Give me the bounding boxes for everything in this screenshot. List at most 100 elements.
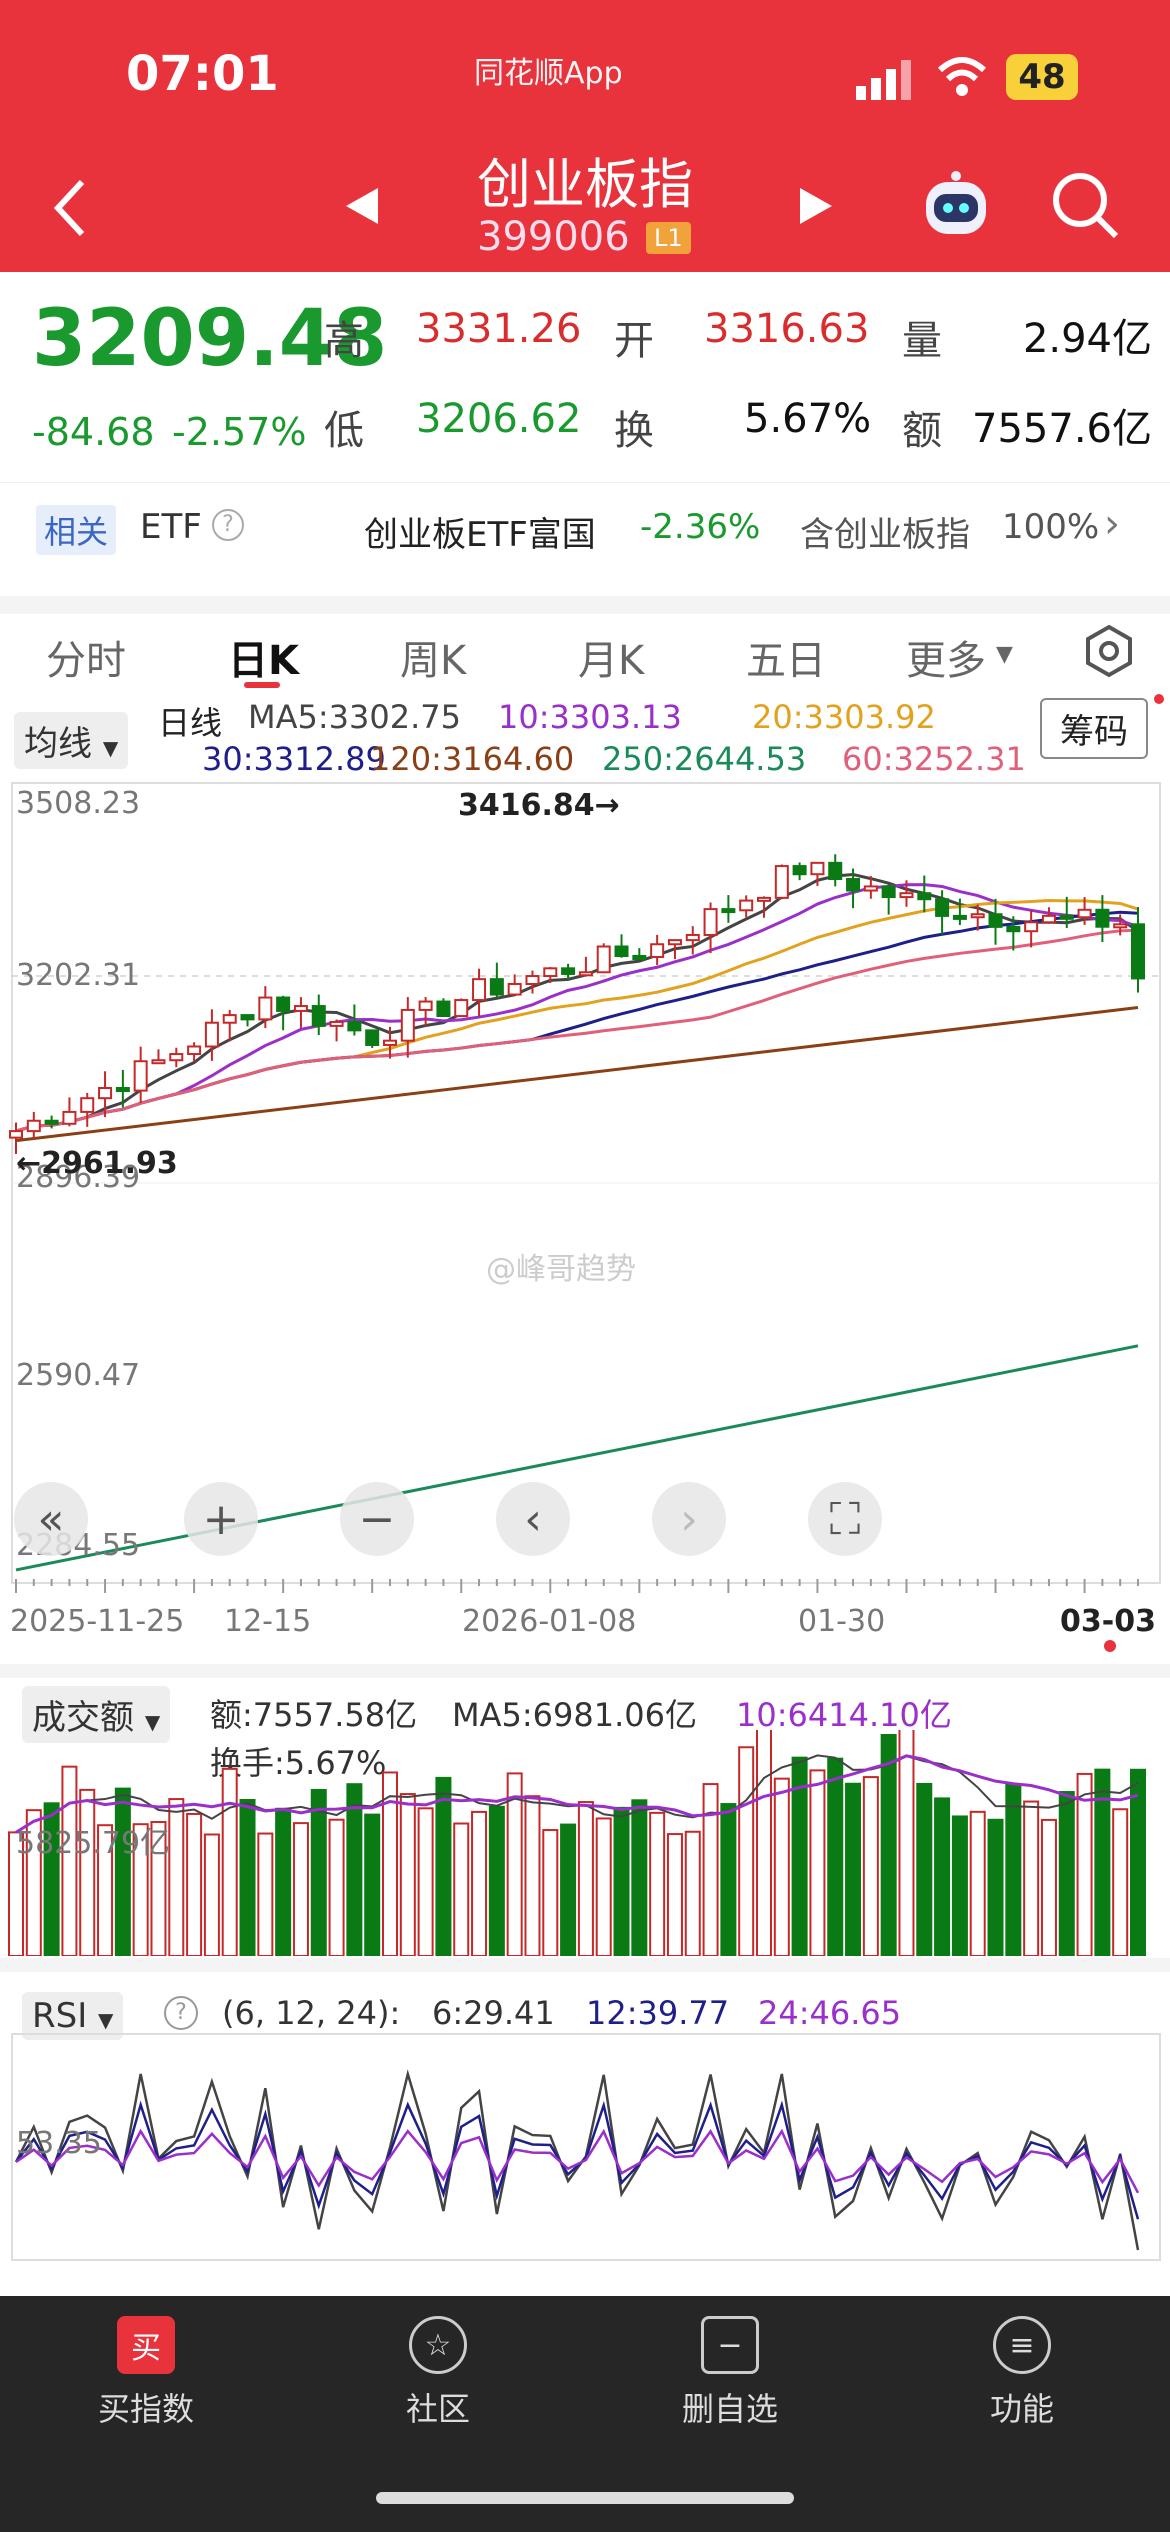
volume-turnover: 换手:5.67% (210, 1744, 387, 1782)
x-label-0: 2025-11-25 (10, 1604, 185, 1639)
volume-bar (132, 1823, 149, 1956)
volume-bar (666, 1833, 683, 1956)
nav-functions[interactable]: ≡ 功能 (922, 2316, 1122, 2430)
next-index-icon[interactable] (798, 186, 834, 230)
bottom-nav: 买 买指数 ☆ 社区 − 删自选 ≡ 功能 (0, 2296, 1170, 2532)
prev-index-icon[interactable] (344, 186, 380, 230)
open-value: 3316.63 (704, 306, 870, 352)
help-icon[interactable]: ? (164, 1996, 198, 2030)
volume-bar (1130, 1768, 1146, 1956)
legend-daily: 日线 (158, 704, 223, 742)
ma-select[interactable]: 均线 ▼ (14, 712, 129, 769)
settings-icon[interactable] (1082, 624, 1136, 682)
price-change-pct: -2.57% (172, 410, 307, 454)
volume-bar (186, 1812, 203, 1956)
rsi-chart[interactable] (0, 2032, 1170, 2262)
volume-chart[interactable] (0, 1730, 1170, 1956)
tab-more[interactable]: 更多 (906, 638, 986, 684)
volume-bar (453, 1822, 470, 1956)
candle-body (329, 1020, 344, 1027)
robot-assistant-icon[interactable] (918, 168, 994, 248)
volume-bar (471, 1810, 488, 1956)
volume-bar (275, 1807, 292, 1956)
y-label-1: 3202.31 (16, 958, 141, 993)
legend-ma30: 30:3312.89 (202, 740, 386, 778)
low-label: 低 (324, 408, 364, 454)
candle-body (899, 892, 914, 899)
tab-intraday[interactable]: 分时 (46, 638, 126, 684)
candle-body (935, 898, 950, 917)
tab-weekly-k[interactable]: 周K (400, 638, 467, 684)
volume-bar (364, 1813, 381, 1956)
volume-bar (417, 1807, 434, 1956)
candle-body (1059, 914, 1074, 920)
high-value: 3331.26 (416, 306, 582, 352)
zoom-in-icon[interactable]: + (184, 1482, 258, 1556)
rsi-select[interactable]: RSI ▼ (22, 1992, 124, 2040)
volume-bar (8, 1831, 24, 1956)
nav-functions-label: 功能 (989, 2390, 1054, 2428)
volume-bar (702, 1783, 719, 1956)
fullscreen-icon[interactable]: ⛶ (808, 1482, 882, 1556)
volume-bar (257, 1832, 274, 1956)
open-label: 开 (614, 318, 654, 364)
candle-body (222, 1014, 237, 1024)
scroll-right-icon[interactable]: › (652, 1482, 726, 1556)
volume-select[interactable]: 成交额 ▼ (22, 1686, 171, 1743)
status-time: 07:01 (126, 46, 279, 102)
volume-bar (506, 1772, 523, 1956)
volume-bar (221, 1767, 238, 1956)
volume-bar (1112, 1808, 1129, 1956)
candle-body (44, 1119, 59, 1125)
help-icon[interactable]: ? (212, 509, 244, 541)
nav-community[interactable]: ☆ 社区 (338, 2316, 538, 2430)
zoom-out-all-icon[interactable]: « (14, 1482, 88, 1556)
nav-remove-watchlist[interactable]: − 删自选 (630, 2316, 830, 2430)
volume-bar (310, 1788, 327, 1956)
price-change: -84.68 (32, 410, 155, 454)
etf-label: ETF (140, 507, 202, 547)
legend-ma120: 120:3164.60 (370, 740, 575, 778)
x-label-4: 03-03 (1060, 1604, 1156, 1639)
ma-select-label: 均线 (24, 724, 92, 764)
scroll-left-icon[interactable]: ‹ (496, 1482, 570, 1556)
volume-ma5-line (15, 1754, 1139, 1834)
zoom-out-icon[interactable]: − (340, 1482, 414, 1556)
divider (0, 1664, 1170, 1678)
candle-body (988, 913, 1003, 928)
candle-body (133, 1060, 148, 1092)
ma-line (15, 873, 1139, 1133)
candle-body (828, 861, 843, 881)
volume-bar (649, 1811, 666, 1956)
period-tabs: 分时 日K 周K 月K 五日 更多 ▼ (0, 596, 1170, 688)
legend-ma5: MA5:3302.75 (248, 698, 461, 736)
volume-bar (560, 1823, 577, 1956)
candle-body (721, 908, 736, 914)
tab-five-day[interactable]: 五日 (746, 638, 826, 684)
y-label-0: 3508.23 (16, 786, 141, 821)
buy-icon: 买 (117, 2316, 175, 2374)
related-etf-row[interactable]: 相关 ETF ? 创业板ETF富国 -2.36% 含创业板指 100% › (0, 482, 1170, 574)
candle-body (115, 1087, 130, 1093)
volume-bar (25, 1809, 42, 1956)
tab-monthly-k[interactable]: 月K (578, 638, 645, 684)
tab-daily-k[interactable]: 日K (228, 638, 299, 684)
volume-select-label: 成交额 (32, 1698, 134, 1738)
candle-body (757, 896, 771, 902)
ma-line (15, 883, 1139, 1133)
volume-bar (239, 1798, 256, 1956)
back-icon[interactable] (50, 178, 90, 242)
volume-bar (684, 1830, 701, 1956)
volume-bar (916, 1782, 933, 1956)
search-icon[interactable] (1050, 170, 1120, 244)
etf-name: 创业板ETF富国 (364, 515, 596, 555)
nav-buy-index[interactable]: 买 买指数 (46, 2316, 246, 2430)
chips-button[interactable]: 筹码 (1040, 698, 1148, 759)
turnover-label: 换 (614, 408, 654, 454)
volume-bar (577, 1801, 594, 1956)
candle-body (151, 1059, 166, 1065)
kline-chart[interactable] (0, 782, 1170, 1584)
last-price: 3209.48 (32, 294, 388, 384)
caret-down-icon: ▼ (98, 2008, 114, 2032)
volume-bar (862, 1776, 879, 1956)
